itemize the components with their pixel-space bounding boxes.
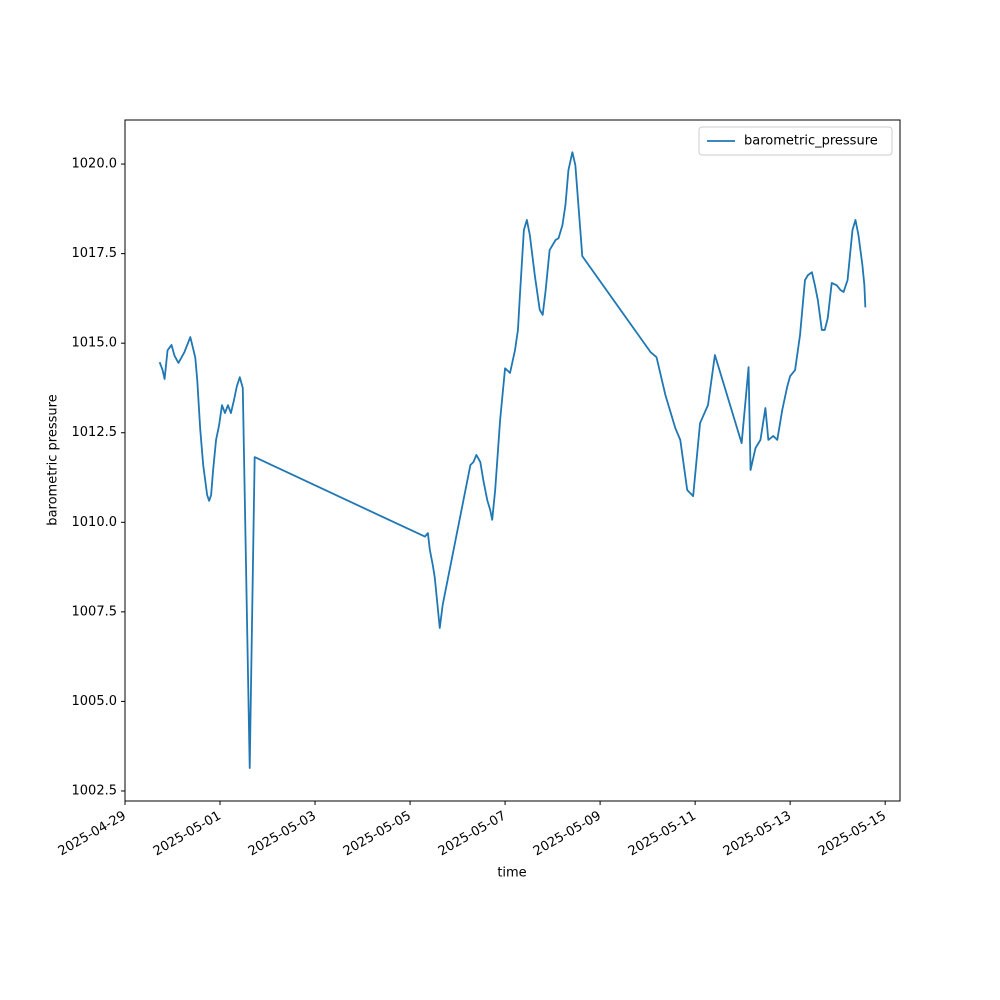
y-tick-label: 1002.5	[72, 783, 118, 798]
x-tick-label: 2025-05-13	[721, 809, 794, 860]
x-tick-label: 2025-05-01	[151, 809, 224, 860]
x-tick-label: 2025-05-05	[341, 809, 414, 860]
legend-label: barometric_pressure	[744, 134, 878, 149]
plot-area	[124, 119, 901, 802]
x-axis-label: time	[497, 866, 526, 881]
y-tick-label: 1017.5	[72, 246, 118, 261]
y-tick-label: 1007.5	[72, 604, 118, 619]
legend-box	[698, 126, 893, 156]
x-tick-label: 2025-04-29	[56, 809, 129, 860]
y-tick-label: 1020.0	[72, 157, 118, 172]
x-tick-label: 2025-05-09	[531, 809, 604, 860]
y-axis-label: barometric pressure	[46, 394, 61, 525]
x-tick-label: 2025-05-15	[816, 809, 889, 860]
y-tick-label: 1012.5	[72, 425, 118, 440]
y-tick-label: 1015.0	[72, 336, 118, 351]
x-tick-label: 2025-05-07	[436, 809, 509, 860]
y-tick-label: 1005.0	[72, 694, 118, 709]
x-tick-label: 2025-05-11	[626, 809, 699, 860]
y-tick-label: 1010.0	[72, 515, 118, 530]
x-tick-label: 2025-05-03	[246, 809, 319, 860]
data-line	[158, 151, 867, 769]
